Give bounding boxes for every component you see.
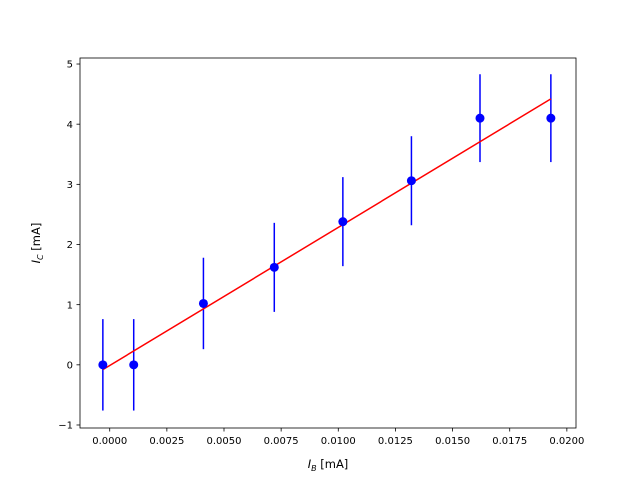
- data-point: [546, 113, 556, 123]
- y-tick-label: −1: [58, 421, 73, 432]
- y-tick-label: 4: [67, 120, 73, 131]
- data-point: [129, 360, 139, 370]
- x-tick-label: 0.0150: [435, 436, 470, 447]
- y-tick-label: 1: [67, 300, 73, 311]
- plot-area: [98, 74, 556, 411]
- data-point: [198, 298, 208, 308]
- data-point: [98, 360, 108, 370]
- y-tick-label: 5: [67, 60, 73, 71]
- x-tick-label: 0.0025: [149, 436, 184, 447]
- x-axis: 0.0000 0.0025 0.0050 0.0075 0.0100 0.0125 0.01…: [92, 428, 584, 447]
- x-tick-label: 0.0125: [378, 436, 413, 447]
- x-tick-label: 0.0100: [321, 436, 356, 447]
- y-tick-label: 3: [67, 180, 73, 191]
- x-tick-label: 0.0075: [264, 436, 299, 447]
- x-tick-label: 0.0050: [207, 436, 242, 447]
- x-tick-label: 0.0200: [549, 436, 584, 447]
- x-axis-label: IB [mA]: [308, 457, 349, 473]
- fit-line: [102, 98, 552, 371]
- data-point: [269, 262, 279, 272]
- data-point: [475, 113, 485, 123]
- y-tick-label: 0: [67, 360, 73, 371]
- x-tick-label: 0.0175: [492, 436, 527, 447]
- y-tick-label: 2: [67, 240, 73, 251]
- x-tick-label: 0.0000: [92, 436, 127, 447]
- y-axis: −1 0 1 2 3 4 5: [58, 60, 80, 432]
- data-point: [406, 176, 416, 186]
- axes-frame: [79, 57, 577, 429]
- y-axis-label: IC [mA]: [29, 223, 45, 264]
- data-point: [338, 217, 348, 227]
